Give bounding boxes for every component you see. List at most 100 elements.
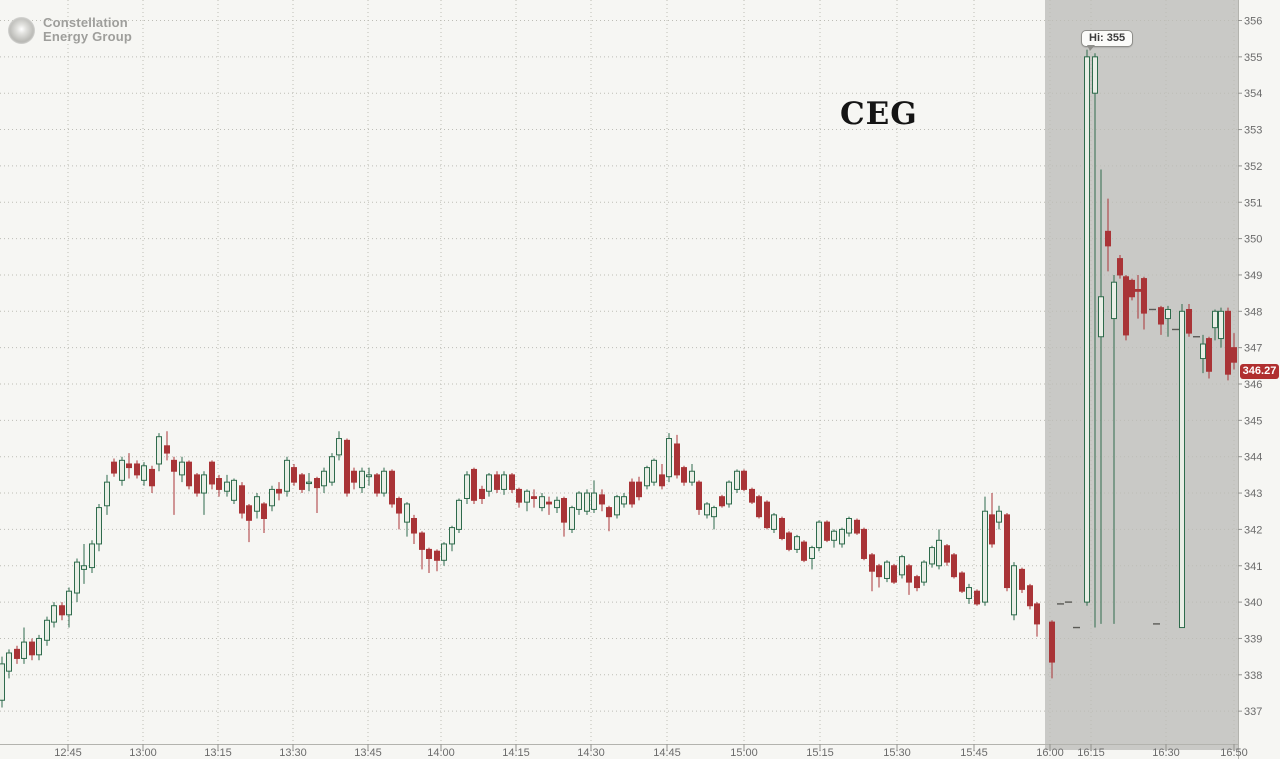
candle-up bbox=[576, 492, 582, 510]
candle-up bbox=[809, 547, 815, 559]
candle-down bbox=[209, 461, 215, 485]
candle-up bbox=[359, 470, 365, 489]
candle-down bbox=[1034, 603, 1040, 625]
candle-up bbox=[1092, 56, 1098, 94]
candle-up bbox=[464, 474, 470, 500]
candle-down bbox=[419, 532, 425, 550]
candle-down bbox=[434, 550, 440, 561]
price-label: 352 bbox=[1244, 161, 1262, 173]
time-label: 16:50 bbox=[1220, 747, 1248, 759]
price-label: 347 bbox=[1244, 343, 1262, 355]
candle-up bbox=[569, 507, 575, 530]
candle-up bbox=[621, 496, 627, 505]
candle-down bbox=[636, 481, 642, 498]
candle-up bbox=[831, 530, 837, 541]
candle-up bbox=[771, 514, 777, 530]
candle-down bbox=[801, 541, 807, 561]
logo-text-line1: Constellation bbox=[43, 15, 128, 30]
candle-up bbox=[441, 543, 447, 561]
company-logo: Constellation Energy Group bbox=[8, 16, 132, 44]
candle-down bbox=[111, 461, 117, 474]
price-label: 346 bbox=[1244, 379, 1262, 391]
candle-up bbox=[591, 492, 597, 510]
candle-up bbox=[201, 474, 207, 494]
candle-down bbox=[824, 521, 830, 541]
candle-up bbox=[141, 465, 147, 481]
candle-up bbox=[501, 474, 507, 490]
candle-down bbox=[1004, 514, 1010, 589]
logo-text-line2: Energy Group bbox=[43, 29, 133, 44]
candle-down bbox=[1135, 288, 1141, 292]
candle-up bbox=[651, 459, 657, 483]
candle-up bbox=[1098, 296, 1104, 338]
candle-down bbox=[396, 498, 402, 514]
candle-up bbox=[584, 492, 590, 512]
candle-up bbox=[794, 536, 800, 550]
candle-up bbox=[449, 527, 455, 545]
candle-up bbox=[0, 663, 5, 701]
candle-down bbox=[134, 463, 140, 476]
candle-down bbox=[876, 565, 882, 578]
candle-down bbox=[516, 488, 522, 503]
candle-down bbox=[239, 485, 245, 514]
candle-down bbox=[944, 545, 950, 563]
candle-down bbox=[861, 528, 867, 559]
candle-down bbox=[29, 641, 35, 656]
candle-down bbox=[1129, 279, 1135, 298]
candle-up bbox=[666, 438, 672, 478]
price-label: 350 bbox=[1244, 234, 1262, 246]
time-label: 13:00 bbox=[129, 747, 157, 759]
candle-down bbox=[869, 554, 875, 572]
candle-up bbox=[6, 652, 12, 672]
logo-text: Constellation Energy Group bbox=[43, 16, 132, 44]
candle-down bbox=[959, 572, 965, 592]
candle-down bbox=[1105, 230, 1111, 247]
candle-up bbox=[1111, 281, 1117, 320]
candle-up bbox=[381, 470, 387, 494]
candle-down bbox=[426, 548, 432, 559]
last-price-value: 346.27 bbox=[1242, 365, 1277, 377]
candle-up bbox=[839, 528, 845, 545]
candle-up bbox=[726, 481, 732, 505]
candle-down bbox=[194, 474, 200, 494]
candle-down bbox=[479, 488, 485, 500]
session-high-label: Hi: 355 bbox=[1089, 32, 1126, 44]
candle-down bbox=[756, 496, 762, 518]
candle-up bbox=[1179, 310, 1185, 629]
time-label: 16:30 bbox=[1152, 747, 1180, 759]
candle-down bbox=[1186, 308, 1192, 334]
price-label: 349 bbox=[1244, 270, 1262, 282]
candle-down bbox=[1049, 621, 1055, 663]
candle-down bbox=[276, 488, 282, 494]
candle-up bbox=[89, 543, 95, 569]
candle-down bbox=[786, 532, 792, 550]
candle-down bbox=[606, 507, 612, 518]
candle-up bbox=[156, 436, 162, 465]
candle-up bbox=[321, 470, 327, 487]
candle-up bbox=[1218, 310, 1224, 340]
candle-down bbox=[1225, 310, 1231, 375]
candle-up bbox=[119, 459, 125, 481]
candle-up bbox=[711, 507, 717, 518]
candle-up bbox=[36, 637, 42, 656]
candle-up bbox=[966, 587, 972, 599]
time-label: 13:15 bbox=[204, 747, 232, 759]
time-label: 15:30 bbox=[883, 747, 911, 759]
candle-up bbox=[614, 496, 620, 516]
candle-down bbox=[216, 478, 222, 490]
candle-up bbox=[66, 590, 72, 616]
candle-down bbox=[246, 505, 252, 521]
candle-up bbox=[1011, 565, 1017, 616]
after-hours-shading bbox=[1045, 0, 1238, 750]
candle-down bbox=[599, 494, 605, 505]
candle-up bbox=[269, 488, 275, 507]
candle-down bbox=[1123, 276, 1129, 336]
price-label: 356 bbox=[1244, 16, 1262, 28]
candle-up bbox=[554, 499, 560, 509]
price-label: 340 bbox=[1244, 597, 1262, 609]
candle-up bbox=[254, 496, 260, 512]
candle-down bbox=[344, 439, 350, 494]
candle-up bbox=[734, 470, 740, 490]
candle-down bbox=[951, 554, 957, 578]
